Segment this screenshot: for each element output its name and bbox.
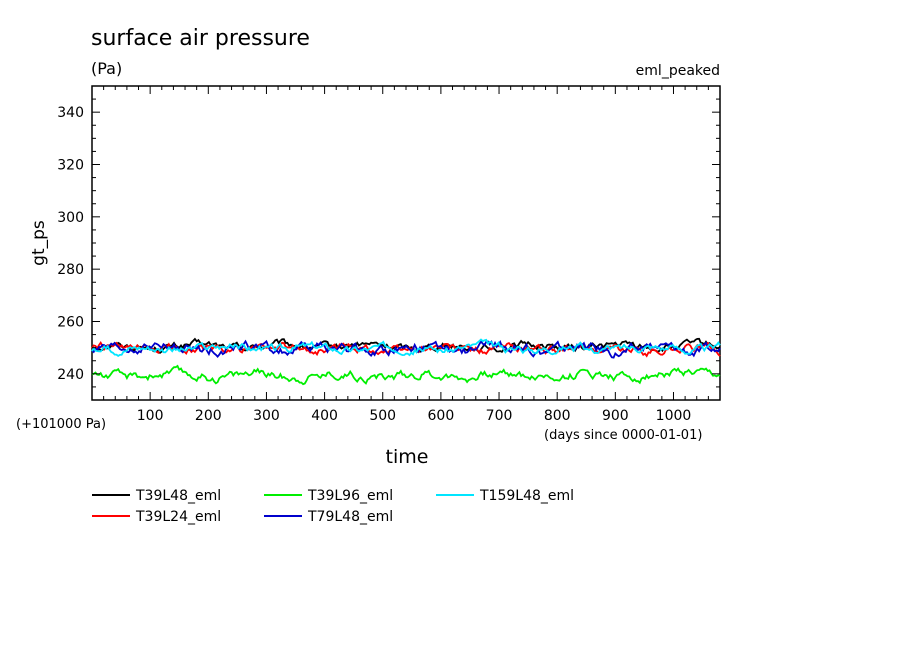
series-line-t159l48_eml <box>91 338 721 357</box>
x-tick-label: 900 <box>602 408 629 424</box>
legend-label: T79L48_eml <box>307 509 393 525</box>
legend-label: T159L48_eml <box>479 488 574 504</box>
chart-subtitle: (Pa) <box>91 59 122 78</box>
x-tick-label: 200 <box>195 408 222 424</box>
y-tick-label: 300 <box>57 210 84 226</box>
legend: T39L48_eml T39L24_eml T39L96_eml T79L48_eml… <box>92 488 574 525</box>
x-tick-label: 500 <box>369 408 396 424</box>
x-tick-label: 800 <box>544 408 571 424</box>
y-tick-label: 260 <box>57 315 84 331</box>
y-tick-label: 280 <box>57 262 84 278</box>
x-tick-label: 400 <box>311 408 338 424</box>
x-tick-label: 600 <box>428 408 455 424</box>
legend-label: T39L96_eml <box>307 488 393 504</box>
x-tick-label: 100 <box>137 408 164 424</box>
x-tick-label: 300 <box>253 408 280 424</box>
chart-annotation: eml_peaked <box>636 63 720 79</box>
x-tick-label: 700 <box>486 408 513 424</box>
legend-label: T39L48_eml <box>135 488 221 504</box>
legend-label: T39L24_eml <box>135 509 221 525</box>
x-axis-units-label: (days since 0000-01-01) <box>544 428 702 443</box>
series-line-t39l96_eml <box>91 364 721 386</box>
series-line-t39l24_eml <box>91 341 721 358</box>
x-axis-label: time <box>386 446 429 468</box>
y-axis-label: gt_ps <box>29 220 49 266</box>
x-tick-label: 1000 <box>656 408 692 424</box>
y-tick-label: 240 <box>57 367 84 383</box>
y-tick-label: 340 <box>57 105 84 121</box>
y-tick-label: 320 <box>57 158 84 174</box>
series-layer <box>91 337 721 386</box>
ticks-layer: 100 200 300 400 500 600 700 800 900 1000 240 260 280… <box>57 86 720 424</box>
x-axis-offset-label: (+101000 Pa) <box>16 417 106 432</box>
series-line-t79l48_eml <box>91 339 721 359</box>
chart-title: surface air pressure <box>91 26 310 51</box>
